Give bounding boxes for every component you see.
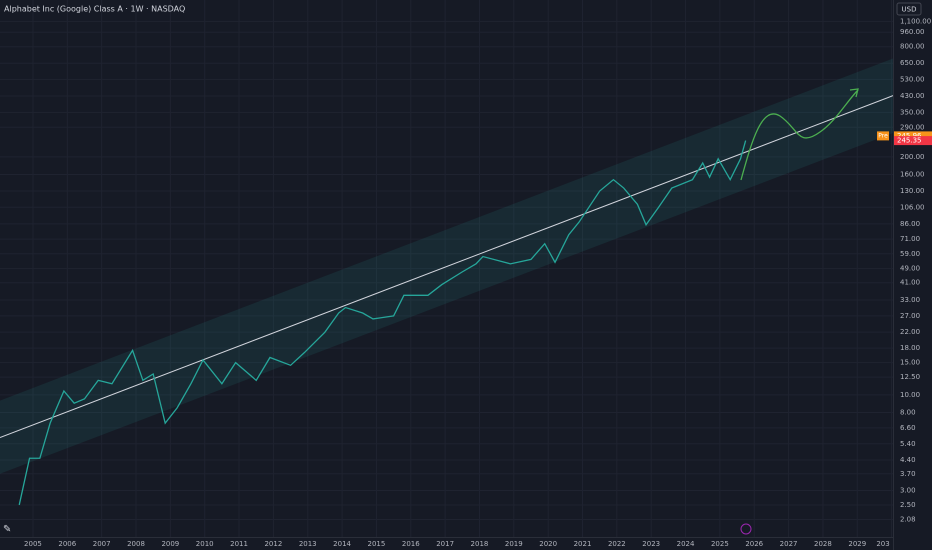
- projection-arrowhead: [849, 88, 859, 98]
- y-tick-label: 800.00: [900, 43, 925, 51]
- x-tick-label: 2022: [608, 540, 626, 548]
- y-tick-label: 106.00: [900, 203, 925, 211]
- plot-area: [0, 58, 893, 506]
- axes: 1,100.00 960.00 800.00 650.00 530.00 430.00 35…: [24, 17, 932, 548]
- y-tick-label: 530.00: [900, 75, 925, 83]
- channel-midline: [0, 95, 893, 439]
- y-tick-label: 200.00: [900, 153, 925, 161]
- y-tick-label: 3.00: [900, 486, 916, 494]
- y-tick-label: 22.00: [900, 328, 920, 336]
- y-tick-label: 71.00: [900, 235, 920, 243]
- y-tick-label: 27.00: [900, 312, 920, 320]
- y-tick-label: 4.40: [900, 456, 916, 464]
- pre-price-label: 245.96: [897, 132, 922, 140]
- y-tick-label: 650.00: [900, 59, 925, 67]
- x-tick-label: 2011: [230, 540, 248, 548]
- logo[interactable]: ✎: [3, 524, 11, 535]
- x-tick-label: 2005: [24, 540, 42, 548]
- currency-box[interactable]: [896, 2, 922, 16]
- y-tick-label: 2.08: [900, 516, 916, 524]
- x-tick-label: 2009: [161, 540, 179, 548]
- pre-price-box: [894, 131, 932, 141]
- y-tick-label: 10.00: [900, 391, 920, 399]
- y-tick-label: 430.00: [900, 92, 925, 100]
- x-tick-label: 2025: [711, 540, 729, 548]
- x-tick-label: 2028: [814, 540, 832, 548]
- x-tick-label: 2014: [333, 540, 351, 548]
- x-tick-label: 2020: [539, 540, 557, 548]
- y-tick-label: 350.00: [900, 108, 925, 116]
- pre-price-tag-box: [877, 131, 889, 141]
- y-tick-label: 5.40: [900, 440, 916, 448]
- x-tick-label: 2012: [264, 540, 282, 548]
- y-tick-label: 59.00: [900, 250, 920, 258]
- x-tick-label: 2015: [368, 540, 386, 548]
- y-tick-label: 18.00: [900, 344, 920, 352]
- y-tick-label: 960.00: [900, 28, 925, 36]
- x-tick-label: 2010: [196, 540, 214, 548]
- x-tick-label: 2006: [58, 540, 76, 548]
- x-tick-label: 2021: [574, 540, 592, 548]
- y-tick-label: 160.00: [900, 171, 925, 179]
- y-tick-label: 86.00: [900, 220, 920, 228]
- x-tick-label: 2008: [127, 540, 145, 548]
- y-tick-label: 12.50: [900, 373, 920, 381]
- projection-arrow: [740, 89, 859, 181]
- x-tick-label: 2013: [299, 540, 317, 548]
- y-tick-label: 290.00: [900, 123, 925, 131]
- x-tick-label: 2026: [745, 540, 763, 548]
- y-tick-label: 6.60: [900, 424, 916, 432]
- price-line: [18, 140, 747, 506]
- y-tick-label: 2.50: [900, 501, 916, 509]
- event-icon[interactable]: [740, 523, 752, 535]
- y-tick-label: 49.00: [900, 265, 920, 273]
- x-tick-label: 203: [876, 540, 889, 548]
- y-tick-label: 41.00: [900, 279, 920, 287]
- last-price-label: 245.35: [897, 137, 922, 145]
- y-tick-label: 15.00: [900, 359, 920, 367]
- currency-label[interactable]: USD: [902, 6, 917, 14]
- x-tick-label: 2007: [93, 540, 111, 548]
- last-price-box: [894, 136, 932, 146]
- y-tick-label: 3.70: [900, 470, 916, 478]
- y-tick-label: 33.00: [900, 296, 920, 304]
- x-tick-label: 2016: [402, 540, 420, 548]
- chart-title: Alphabet Inc (Google) Class A · 1W · NAS…: [4, 5, 185, 14]
- pre-price-tag: Pre: [878, 132, 888, 139]
- grid: [0, 0, 893, 537]
- x-tick-label: 2019: [505, 540, 523, 548]
- y-tick-label: 130.00: [900, 187, 925, 195]
- x-tick-label: 2018: [471, 540, 489, 548]
- x-tick-label: 2024: [677, 540, 695, 548]
- x-tick-label: 2017: [436, 540, 454, 548]
- y-tick-label: 8.00: [900, 409, 916, 417]
- y-tick-label: 1,100.00: [900, 17, 931, 25]
- x-tick-label: 2027: [780, 540, 798, 548]
- x-tick-label: 2029: [848, 540, 866, 548]
- x-tick-label: 2023: [642, 540, 660, 548]
